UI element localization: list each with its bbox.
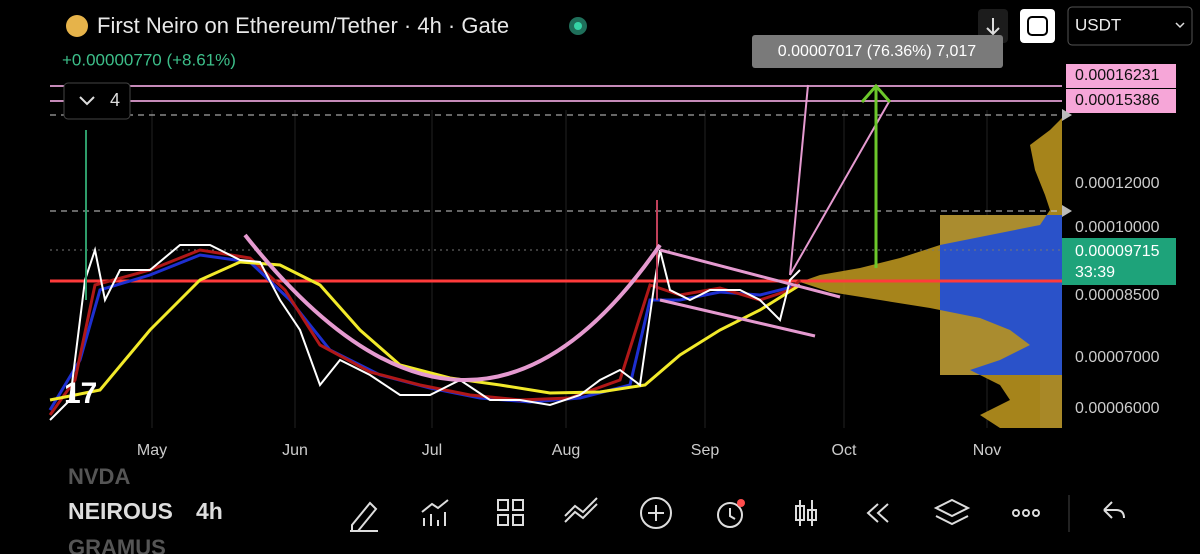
interval[interactable]: 4h — [196, 498, 223, 524]
watchlist-item[interactable]: GRAMUS — [68, 535, 166, 554]
trend-line — [659, 248, 841, 299]
price-tag — [1066, 89, 1176, 113]
symbol-title: First Neiro on Ethereum/Tether · 4h · Ga… — [97, 13, 509, 38]
logo: 17 — [64, 377, 97, 410]
price-label: 0.00012000 — [1075, 175, 1160, 192]
price-line — [49, 244, 801, 421]
trend-line — [789, 99, 891, 276]
status-dot — [574, 22, 582, 30]
price-label: 0.00016231 — [1075, 67, 1160, 84]
chevron — [1175, 22, 1185, 29]
arrow-icon — [986, 18, 1000, 36]
time-axis: May Jun Jul Aug Sep Oct Nov — [137, 442, 1001, 459]
coin-icon — [66, 15, 88, 37]
layers-tool[interactable] — [933, 498, 971, 526]
indicator-toggle[interactable] — [63, 82, 131, 120]
replay-tool[interactable] — [866, 503, 889, 523]
alert-badge — [737, 499, 745, 507]
add-icon — [648, 505, 664, 521]
more-tool[interactable] — [1032, 509, 1040, 517]
moving-average — [48, 248, 802, 416]
axis-marker — [1062, 205, 1072, 217]
measure-label: 0.00007017 (76.36%) 7,017 — [778, 43, 976, 60]
month-label: Sep — [691, 442, 720, 459]
current-price-tag — [1062, 238, 1176, 285]
month-label: Nov — [973, 442, 1001, 459]
price-label: 0.00008500 — [1075, 287, 1160, 304]
price-change: +0.00000770 (+8.61%) — [62, 50, 236, 69]
measure-arrow-head — [860, 83, 892, 103]
month-label: Jul — [422, 442, 442, 459]
trend-line — [789, 84, 809, 276]
time-grid — [151, 110, 988, 428]
volume-profile-gold — [800, 118, 1062, 428]
month-label: Aug — [552, 442, 580, 459]
screen-icon — [1027, 16, 1048, 36]
price-label: 0.00007000 — [1075, 349, 1160, 366]
moving-average — [49, 260, 801, 402]
price-label: 0.00010000 — [1075, 219, 1160, 236]
candles-tool[interactable] — [795, 500, 817, 526]
add-tool[interactable] — [640, 497, 672, 529]
chevron — [79, 96, 95, 106]
currency: USDT — [1075, 15, 1121, 34]
watchlist-item[interactable]: NEIROUS — [68, 498, 173, 524]
undo-tool[interactable] — [1103, 501, 1125, 519]
current-price: 0.00009715 — [1075, 243, 1160, 260]
draw-tool[interactable] — [350, 501, 378, 532]
price-label: 0.00006000 — [1075, 400, 1160, 417]
price-tag — [1066, 64, 1176, 88]
trend-line — [659, 298, 816, 338]
more-tool[interactable] — [1012, 509, 1020, 517]
alert-tool[interactable] — [717, 502, 743, 528]
axis-marker — [1062, 109, 1072, 121]
indicator-count: 4 — [110, 90, 120, 110]
month-label: Jun — [282, 442, 308, 459]
alert-icon — [729, 508, 736, 520]
toolbar — [350, 497, 1125, 532]
price-label: 0.00015386 — [1075, 92, 1160, 109]
more-tool[interactable] — [1022, 509, 1030, 517]
month-label: Oct — [832, 442, 857, 459]
compare-tool[interactable] — [564, 497, 598, 523]
watchlist-item[interactable]: NVDA — [68, 464, 130, 489]
indicators-tool[interactable] — [421, 499, 449, 526]
currency-select[interactable] — [1067, 6, 1193, 46]
layout-tool[interactable] — [497, 499, 524, 526]
month-label: May — [137, 442, 167, 459]
countdown: 33:39 — [1075, 264, 1115, 281]
cup-drawing — [243, 233, 662, 382]
measure-box — [752, 35, 1003, 68]
screen-button[interactable] — [1020, 9, 1055, 43]
